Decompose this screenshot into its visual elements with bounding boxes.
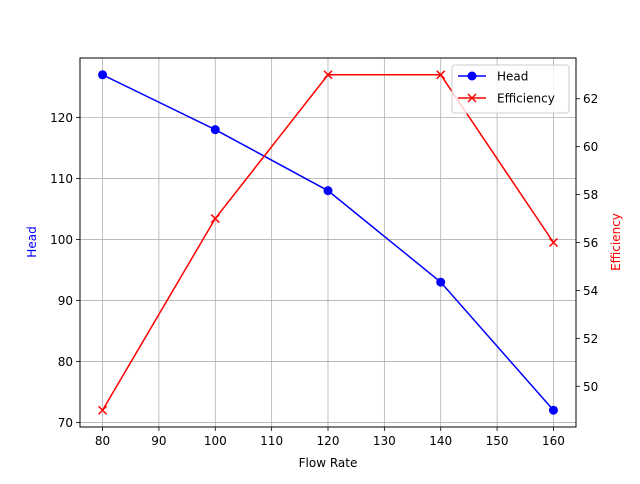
grid-lines xyxy=(80,58,576,427)
right-y-tick-label: 56 xyxy=(583,236,598,250)
x-tick-label: 130 xyxy=(373,434,396,448)
data-point xyxy=(98,405,108,415)
x-tick-label: 160 xyxy=(542,434,565,448)
right-y-axis-label: Efficiency xyxy=(609,213,623,271)
right-y-axis-ticks: 50 52 54 56 58 60 62 xyxy=(576,92,598,394)
series-head xyxy=(98,70,558,415)
left-y-tick-label: 120 xyxy=(50,111,73,125)
left-y-tick-label: 100 xyxy=(50,233,73,247)
legend-label-head: Head xyxy=(497,70,528,84)
data-point xyxy=(548,237,558,248)
right-y-tick-label: 54 xyxy=(583,284,598,298)
legend: Head Efficiency xyxy=(451,64,570,114)
data-point xyxy=(436,277,446,287)
x-tick-label: 150 xyxy=(486,434,509,448)
data-point xyxy=(210,125,220,135)
left-y-tick-label: 90 xyxy=(58,294,73,308)
x-marker-icon xyxy=(467,93,477,103)
right-y-tick-label: 62 xyxy=(583,92,598,106)
data-point xyxy=(436,70,446,80)
x-tick-label: 140 xyxy=(429,434,452,448)
right-y-tick-label: 58 xyxy=(583,188,598,202)
x-axis-label: Flow Rate xyxy=(299,456,358,470)
legend-item-head: Head xyxy=(458,70,528,84)
data-point xyxy=(548,405,558,415)
right-y-tick-label: 50 xyxy=(583,380,598,394)
data-point xyxy=(323,70,333,80)
right-y-tick-label: 60 xyxy=(583,140,598,154)
circle-marker-icon xyxy=(467,71,477,81)
data-point xyxy=(98,70,108,80)
x-tick-label: 100 xyxy=(204,434,227,448)
x-tick-label: 110 xyxy=(260,434,283,448)
series-layer xyxy=(98,70,558,415)
data-point xyxy=(323,186,333,196)
right-y-tick-label: 52 xyxy=(583,332,598,346)
x-tick-label: 120 xyxy=(317,434,340,448)
legend-box xyxy=(451,64,570,114)
left-y-tick-label: 80 xyxy=(58,355,73,369)
left-y-axis-ticks: 70 80 90 100 110 120 xyxy=(50,111,80,430)
left-y-tick-label: 110 xyxy=(50,172,73,186)
x-tick-label: 80 xyxy=(95,434,110,448)
left-y-axis-label: Head xyxy=(25,226,39,257)
legend-label-efficiency: Efficiency xyxy=(497,92,555,106)
data-point xyxy=(210,214,220,224)
legend-item-efficiency: Efficiency xyxy=(458,92,555,106)
x-axis-ticks: 80 90 100 110 120 130 140 150 160 xyxy=(95,427,565,448)
series-efficiency xyxy=(98,70,558,415)
x-tick-label: 90 xyxy=(151,434,166,448)
left-y-tick-label: 70 xyxy=(58,416,73,430)
